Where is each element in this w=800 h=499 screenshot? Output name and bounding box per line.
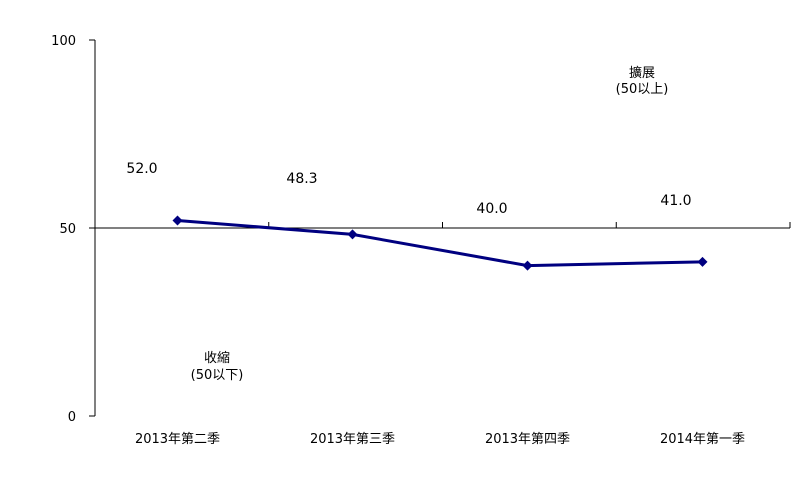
category-label: 2014年第一季: [660, 432, 745, 447]
data-label: 48.3: [286, 171, 317, 187]
category-label: 2013年第三季: [310, 432, 395, 447]
y-tick-label: 100: [51, 34, 76, 49]
y-tick-label: 50: [59, 222, 76, 237]
data-point-marker: [697, 256, 708, 267]
data-label: 40.0: [476, 201, 507, 217]
series-line: [177, 218, 703, 268]
data-point-marker: [172, 215, 183, 226]
expand-note-line2: (50以上): [616, 82, 669, 97]
data-point-marker: [522, 260, 533, 271]
category-label: 2013年第二季: [135, 432, 220, 447]
category-label: 2013年第四季: [485, 432, 570, 447]
contract-note-line2: (50以下): [191, 368, 244, 383]
y-tick-label: 0: [68, 410, 76, 425]
contract-note-line1: 收縮: [204, 350, 230, 366]
data-point-marker: [347, 229, 358, 240]
data-label: 41.0: [660, 193, 691, 209]
expand-note-line1: 擴展: [629, 65, 655, 81]
data-label: 52.0: [126, 161, 157, 177]
